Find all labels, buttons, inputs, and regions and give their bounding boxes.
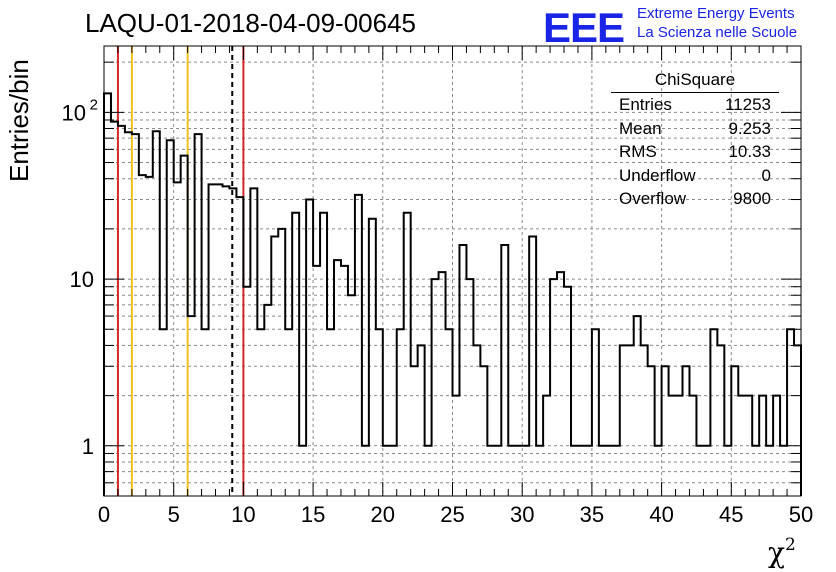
y-axis-label: Entries/bin [4,59,34,182]
stats-row-mean: Mean 9.253 [611,117,779,141]
eee-logo-icon: EEE [543,4,625,51]
stats-label: Entries [619,95,672,114]
histogram-series [103,92,802,496]
x-axis-label: χ2 [768,535,796,569]
x-tick-label: 50 [789,502,813,527]
stats-value: 10.33 [728,142,771,161]
chart-title: LAQU-01-2018-04-09-00645 [85,8,416,38]
stats-row-overflow: Overflow 9800 [611,187,779,211]
y-tick-label: 10 [70,267,94,292]
x-tick-label: 5 [168,502,180,527]
x-tick-label: 10 [231,502,255,527]
y-tick-label: 10 [62,100,86,125]
stats-row-entries: Entries 11253 [611,93,779,117]
stats-value: 9800 [733,189,771,208]
stats-value: 11253 [724,95,771,114]
x-tick-label: 40 [649,502,673,527]
x-tick-label: 45 [719,502,743,527]
stats-value: 9.253 [728,118,771,138]
stats-label: Underflow [619,165,696,185]
stats-value: 0 [761,165,771,185]
stats-header: ChiSquare [611,68,779,93]
stats-label: Mean [619,118,662,138]
stats-row-underflow: Underflow 0 [611,164,779,188]
x-tick-label: 0 [98,502,110,527]
x-tick-label: 30 [510,502,534,527]
stats-row-rms: RMS 10.33 [611,140,779,164]
y-tick-label: 1 [82,434,94,459]
x-tick-label: 25 [440,502,464,527]
x-tick-label: 15 [301,502,325,527]
x-tick-label: 20 [371,502,395,527]
stats-box: ChiSquare Entries 11253 Mean 9.253 RMS 1… [611,68,779,211]
logo-line-2: La Scienza nelle Scuole [637,24,798,41]
stats-label: RMS [619,142,657,161]
x-tick-label: 35 [580,502,604,527]
logo-line-1: Extreme Energy Events [637,5,795,22]
y-tick-label-exponent: 2 [90,96,98,113]
stats-label: Overflow [619,189,687,208]
